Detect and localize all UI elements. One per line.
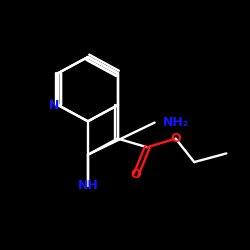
Text: O: O [170,132,181,145]
Text: N: N [48,99,59,112]
Text: O: O [131,168,141,181]
Text: NH: NH [78,179,98,192]
Text: NH₂: NH₂ [163,116,190,129]
